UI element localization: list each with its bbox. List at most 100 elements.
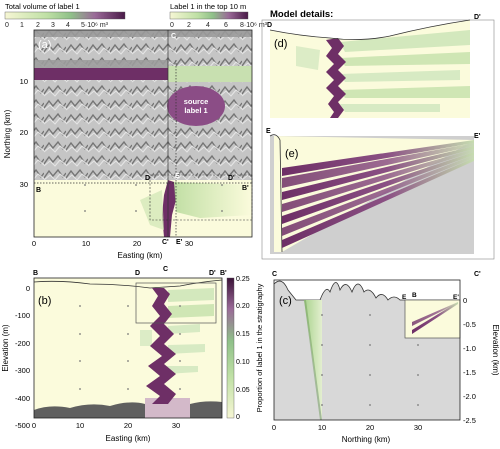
point-C-prime-c: C' <box>474 271 481 278</box>
point-B: B <box>36 187 41 194</box>
point-E-prime-detail: E' <box>474 133 481 140</box>
panel-c: C C' E B E' (c) 0 -0.5 -1.0 -1.5 -2.0 -2… <box>272 271 500 444</box>
colorbar-volume-tick: 3 <box>51 22 55 29</box>
panel-a-xtick: 10 <box>82 239 90 248</box>
panel-c-ylabel: Elevation (km) <box>491 324 500 375</box>
colorbar-prop-tick: 0 <box>236 414 240 421</box>
panel-e-label: (e) <box>285 148 298 160</box>
panel-b-xtick: 30 <box>172 421 180 430</box>
panel-d-label: (d) <box>274 38 287 50</box>
panel-a: source label 1 (a) B D D' B' C E C' E' <box>3 29 253 260</box>
panel-c-label: (c) <box>279 295 292 307</box>
source-label-line1: source <box>184 97 209 106</box>
colorbar-prop-title: Proportion of label 1 in the stratigraph… <box>255 283 264 412</box>
panel-a-ytick: 20 <box>20 128 28 137</box>
panel-e-fans <box>282 140 474 248</box>
bedrock-right <box>190 401 222 418</box>
panel-b-xtick: 10 <box>76 421 84 430</box>
panel-a-xlabel: Easting (km) <box>118 251 163 260</box>
panel-c-xlabel: Northing (km) <box>342 435 391 444</box>
colorbar-volume-tick: 5·10⁶ m³ <box>81 22 109 29</box>
colorbar-prop-tick: 0.05 <box>236 387 250 394</box>
panel-c-xtick: 10 <box>318 423 326 432</box>
panel-c-ytick: -2.5 <box>463 416 476 425</box>
panel-b-channel <box>146 288 176 404</box>
point-B-prime-b: B' <box>220 270 227 277</box>
panel-b-xlabel: Easting (km) <box>106 434 151 443</box>
channel-green <box>168 66 252 82</box>
colorbar-top-tick: 8·10⁶ m³ <box>240 22 268 29</box>
panel-c-xtick: 30 <box>414 423 422 432</box>
panel-b-xtick: 0 <box>32 421 36 430</box>
panel-b-label: (b) <box>38 295 51 307</box>
point-B-c: B <box>412 292 417 299</box>
panel-b-green-lenses <box>140 288 214 374</box>
colorbar-volume: Total volume of label 1 0 1 2 3 4 5·10⁶ … <box>4 2 126 29</box>
panel-b-ytick: -200 <box>15 339 30 348</box>
panel-a-ytick: 10 <box>20 77 28 86</box>
panel-b: B D C D' B' (b) 0 -100 -200 <box>1 266 227 443</box>
panel-a-xtick: 30 <box>185 239 193 248</box>
panel-c-xtick: 0 <box>272 423 276 432</box>
colorbar-proportion: 0 0.05 0.10 0.15 0.20 0.25 Proportion of… <box>226 276 264 421</box>
panel-b-ytick: -300 <box>15 366 30 375</box>
colorbar-prop-tick: 0.25 <box>236 276 250 283</box>
colorbar-prop-tick: 0.20 <box>236 303 250 310</box>
panel-c-ytick: -1.5 <box>463 368 476 377</box>
colorbar-top-tick: 0 <box>170 22 174 29</box>
colorbar-top-tick: 2 <box>187 22 191 29</box>
colorbar-top-tick: 6 <box>224 22 228 29</box>
model-details-title: Model details: <box>270 9 333 20</box>
point-D: D <box>145 175 150 182</box>
point-E-prime-c: E' <box>453 294 459 301</box>
panel-d-channel <box>326 38 346 118</box>
point-E-detail: E <box>266 128 271 135</box>
panel-c-ytick: -2.0 <box>463 392 476 401</box>
panel-a-ylabel: Northing (km) <box>3 109 12 158</box>
point-E-prime: E' <box>176 239 183 246</box>
colorbar-volume-tick: 2 <box>36 22 40 29</box>
panel-b-ylabel: Elevation (m) <box>1 324 10 371</box>
point-E: E <box>175 173 180 180</box>
channel-purple <box>34 68 168 80</box>
panel-c-ytick: -1.0 <box>463 344 476 353</box>
point-D-detail: D <box>267 22 272 29</box>
point-D-prime: D' <box>228 175 235 182</box>
panel-a-xtick: 0 <box>32 239 36 248</box>
point-D-prime-detail: D' <box>474 14 481 21</box>
colorbar-volume-tick: 4 <box>66 22 70 29</box>
panel-c-ytick: 0 <box>463 296 467 305</box>
colorbar-volume-tick: 1 <box>20 22 24 29</box>
source-ellipse <box>167 86 225 126</box>
colorbar-top-tick: 4 <box>206 22 210 29</box>
model-details: Model details: D D' (d) E E' <box>261 9 495 260</box>
panel-a-xtick: 20 <box>133 239 141 248</box>
point-B-b: B <box>33 270 38 277</box>
panel-c-xtick: 20 <box>366 423 374 432</box>
point-D-prime-b: D' <box>209 270 216 277</box>
panel-b-xtick: 20 <box>124 421 132 430</box>
point-C-c: C <box>272 271 277 278</box>
colorbar-volume-tick: 0 <box>5 22 9 29</box>
panel-c-ytick: -0.5 <box>463 320 476 329</box>
panel-d-plumes <box>296 30 470 112</box>
colorbar-prop-tick: 0.15 <box>236 331 250 338</box>
point-C-b: C <box>163 266 168 273</box>
panel-b-ytick: -500 <box>15 421 30 430</box>
colorbar-top: Label 1 in the top 10 m 0 2 4 6 8·10⁶ m³ <box>169 2 268 29</box>
colorbar-volume-title: Total volume of label 1 <box>5 2 80 11</box>
point-D-b: D <box>135 270 140 277</box>
point-B-prime: B' <box>242 185 249 192</box>
panel-b-ytick: 0 <box>26 284 30 293</box>
panel-a-ytick: 30 <box>20 180 28 189</box>
point-E-c: E <box>402 294 407 301</box>
panel-a-label: (a) <box>38 39 51 51</box>
point-C: C <box>171 33 176 40</box>
panel-b-ytick: -400 <box>15 394 30 403</box>
bedrock-left <box>34 402 145 418</box>
point-C-prime: C' <box>162 239 169 246</box>
plume-core <box>162 180 176 237</box>
source-label-line2: label 1 <box>184 106 207 115</box>
colorbar-top-title: Label 1 in the top 10 m <box>170 2 246 11</box>
